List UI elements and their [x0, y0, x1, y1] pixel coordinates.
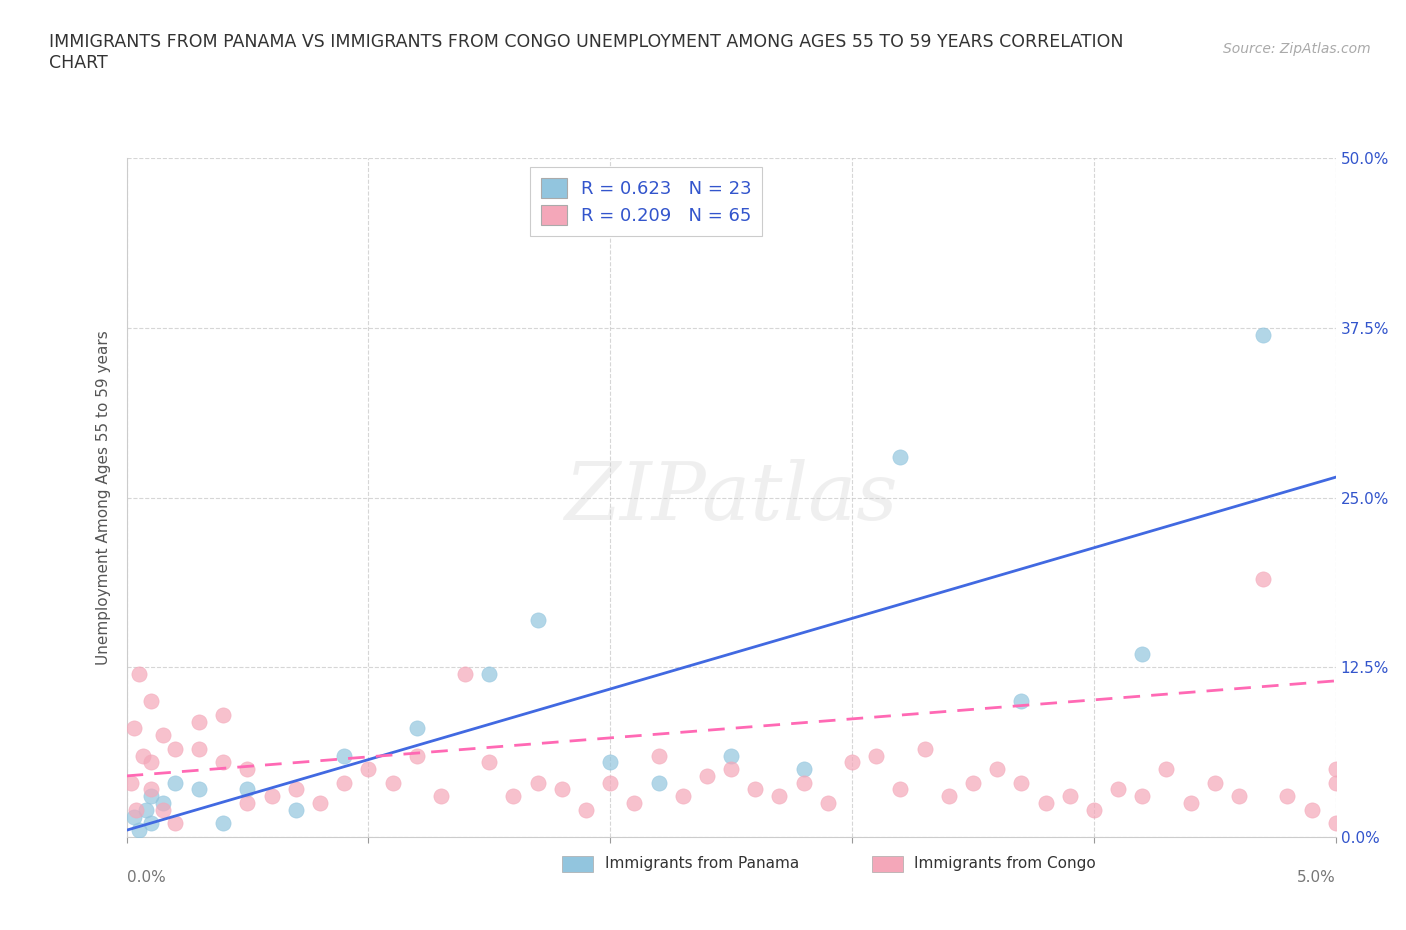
Point — [135, 803, 157, 817]
Point — [139, 782, 162, 797]
Point — [120, 776, 142, 790]
Point — [768, 789, 790, 804]
Point — [841, 755, 863, 770]
Point — [1083, 803, 1105, 817]
Point — [188, 782, 211, 797]
Point — [526, 776, 548, 790]
Point — [284, 803, 307, 817]
Point — [575, 803, 598, 817]
Point — [163, 816, 186, 830]
Point — [163, 776, 186, 790]
Point — [381, 776, 404, 790]
Point — [152, 727, 174, 742]
Point — [1156, 762, 1178, 777]
Text: Immigrants from Panama: Immigrants from Panama — [605, 857, 799, 871]
Point — [865, 748, 887, 763]
Text: ZIPatlas: ZIPatlas — [564, 458, 898, 537]
Point — [696, 768, 718, 783]
Point — [962, 776, 984, 790]
Point — [152, 803, 174, 817]
Point — [454, 667, 477, 682]
Point — [260, 789, 283, 804]
Text: CHART: CHART — [49, 54, 108, 72]
Point — [647, 748, 669, 763]
Point — [889, 782, 911, 797]
Point — [502, 789, 524, 804]
Point — [236, 762, 259, 777]
Point — [122, 721, 145, 736]
Point — [647, 776, 669, 790]
Point — [309, 796, 332, 811]
Text: Source: ZipAtlas.com: Source: ZipAtlas.com — [1223, 42, 1371, 56]
Point — [599, 755, 621, 770]
Point — [1059, 789, 1081, 804]
Point — [1324, 816, 1347, 830]
Y-axis label: Unemployment Among Ages 55 to 59 years: Unemployment Among Ages 55 to 59 years — [96, 330, 111, 665]
Point — [236, 796, 259, 811]
Point — [793, 776, 815, 790]
Point — [889, 449, 911, 464]
Point — [405, 748, 427, 763]
Point — [122, 809, 145, 824]
Point — [405, 721, 427, 736]
Point — [212, 755, 235, 770]
Point — [1301, 803, 1323, 817]
Point — [1130, 646, 1153, 661]
Point — [128, 823, 150, 838]
Point — [188, 714, 211, 729]
Point — [986, 762, 1008, 777]
Point — [1130, 789, 1153, 804]
Point — [236, 782, 259, 797]
Point — [139, 789, 162, 804]
Text: IMMIGRANTS FROM PANAMA VS IMMIGRANTS FROM CONGO UNEMPLOYMENT AMONG AGES 55 TO 59: IMMIGRANTS FROM PANAMA VS IMMIGRANTS FRO… — [49, 33, 1123, 50]
Point — [1180, 796, 1202, 811]
Point — [1324, 762, 1347, 777]
Point — [139, 755, 162, 770]
Point — [478, 755, 501, 770]
Point — [672, 789, 695, 804]
Text: 0.0%: 0.0% — [127, 870, 166, 884]
Point — [526, 612, 548, 627]
Point — [1324, 776, 1347, 790]
Point — [914, 741, 936, 756]
Point — [817, 796, 839, 811]
Point — [128, 667, 150, 682]
Point — [212, 816, 235, 830]
Point — [212, 708, 235, 723]
Point — [1010, 694, 1032, 709]
Point — [125, 803, 148, 817]
Point — [1227, 789, 1250, 804]
Point — [333, 776, 356, 790]
Point — [188, 741, 211, 756]
Point — [623, 796, 645, 811]
Point — [551, 782, 574, 797]
Point — [744, 782, 766, 797]
Point — [152, 796, 174, 811]
Point — [139, 816, 162, 830]
Point — [793, 762, 815, 777]
Point — [1251, 572, 1274, 587]
Point — [430, 789, 453, 804]
Point — [132, 748, 155, 763]
Point — [720, 748, 742, 763]
Point — [333, 748, 356, 763]
Point — [1010, 776, 1032, 790]
Point — [284, 782, 307, 797]
Point — [599, 776, 621, 790]
Point — [357, 762, 380, 777]
Legend: R = 0.623   N = 23, R = 0.209   N = 65: R = 0.623 N = 23, R = 0.209 N = 65 — [530, 167, 762, 236]
Point — [1277, 789, 1299, 804]
Point — [1204, 776, 1226, 790]
Point — [1035, 796, 1057, 811]
Point — [478, 667, 501, 682]
Point — [1251, 327, 1274, 342]
Point — [139, 694, 162, 709]
Point — [938, 789, 960, 804]
Point — [720, 762, 742, 777]
Point — [163, 741, 186, 756]
Text: 5.0%: 5.0% — [1296, 870, 1336, 884]
Text: Immigrants from Congo: Immigrants from Congo — [914, 857, 1095, 871]
Point — [1107, 782, 1129, 797]
